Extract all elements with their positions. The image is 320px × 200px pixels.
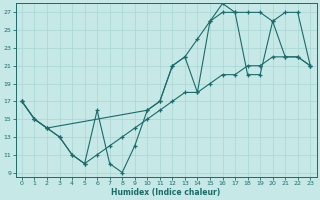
X-axis label: Humidex (Indice chaleur): Humidex (Indice chaleur) xyxy=(111,188,221,197)
